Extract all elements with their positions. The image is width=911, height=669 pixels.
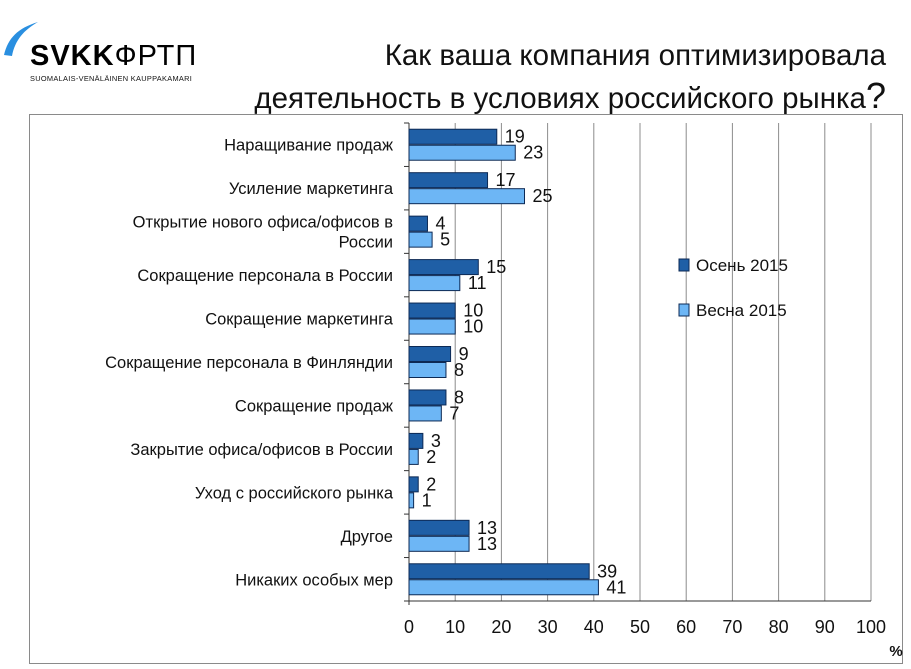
bar-value-label: 11 [468, 273, 487, 293]
bar-spring [408, 535, 470, 552]
logo: SVKKФРТП SUOMALAIS-VENÄLÄINEN KAUPPAKAMA… [0, 0, 200, 90]
bar-spring [408, 405, 442, 422]
x-tick-label: 50 [630, 617, 650, 637]
bar-autumn [408, 259, 479, 276]
x-tick-label: 40 [584, 617, 604, 637]
legend-swatch [678, 258, 690, 272]
category-label: Никаких особых мер [235, 571, 393, 589]
bar-value-label: 23 [523, 143, 543, 163]
category-label: Наращивание продаж [224, 137, 393, 155]
bar-value-label: 15 [486, 257, 506, 277]
bar-value-label: 19 [505, 127, 525, 147]
x-tick-label: 20 [491, 617, 511, 637]
bar-autumn [408, 172, 489, 189]
bar-spring [408, 318, 456, 335]
page-title: Как ваша компания оптимизировала деятель… [254, 36, 886, 119]
legend-label: Весна 2015 [696, 301, 787, 320]
bar-value-label: 9 [459, 344, 469, 364]
bar-autumn [408, 215, 428, 232]
logo-brand-cyr: ФРТП [114, 40, 198, 72]
bar-autumn [408, 476, 419, 493]
logo-swoosh-icon [4, 22, 38, 56]
bar-value-label: 25 [533, 186, 553, 206]
bar-value-label: 13 [477, 518, 497, 538]
category-label: Усиление маркетинга [229, 180, 394, 198]
bar-value-label: 3 [431, 431, 441, 451]
category-label: Сокращение персонала в России [137, 267, 393, 285]
bar-spring [408, 579, 599, 596]
bar-value-label: 13 [477, 534, 497, 554]
bar-autumn [408, 563, 590, 580]
page-title-question-mark: ? [865, 75, 886, 116]
bar-value-label: 39 [597, 561, 617, 581]
bar-autumn [408, 432, 424, 449]
bar-value-label: 7 [449, 403, 459, 423]
bar-autumn [408, 519, 470, 536]
bar-spring [408, 448, 419, 465]
bar-value-label: 2 [426, 474, 436, 494]
bar-value-label: 41 [606, 577, 626, 597]
x-tick-label: 30 [538, 617, 558, 637]
page-title-line2-text: деятельность в условиях российского рынк… [254, 82, 866, 115]
logo-tagline: SUOMALAIS-VENÄLÄINEN KAUPPAKAMARI [30, 74, 193, 83]
x-tick-label: 100 [856, 617, 886, 637]
bar-spring [408, 188, 525, 205]
bar-spring [408, 492, 415, 509]
legend-label: Осень 2015 [696, 256, 788, 275]
bar-value-label: 8 [454, 360, 464, 380]
bar-value-label: 4 [435, 214, 445, 234]
bar-value-label: 10 [463, 317, 483, 337]
bar-autumn [408, 346, 452, 362]
bar-spring [408, 362, 447, 378]
page-title-line1: Как ваша компания оптимизировала [384, 39, 886, 72]
bar-autumn [408, 389, 447, 406]
bar-value-label: 2 [426, 447, 436, 467]
x-tick-label: 90 [815, 617, 835, 637]
x-tick-label: 80 [769, 617, 789, 637]
legend-swatch [678, 303, 690, 317]
bar-spring [408, 275, 461, 292]
bar-value-label: 1 [422, 490, 432, 510]
category-label: Открытие нового офиса/офисов в [133, 214, 394, 232]
category-label: Уход с российского рынка [195, 484, 394, 502]
bar-value-label: 5 [440, 230, 450, 250]
bar-value-label: 10 [463, 301, 483, 321]
chart-frame [29, 114, 903, 664]
x-tick-label: 70 [722, 617, 742, 637]
x-tick-label: 0 [404, 617, 414, 637]
bar-spring [408, 231, 433, 248]
x-tick-label: 10 [445, 617, 465, 637]
bar-autumn [408, 128, 498, 145]
x-axis-label: % [889, 643, 902, 660]
logo-brand: SVKK [30, 40, 115, 72]
logo-wordmark: SVKKФРТП [30, 40, 197, 73]
category-label: Другое [341, 528, 393, 546]
category-label: Сокращение продаж [235, 397, 393, 415]
x-tick-label: 60 [676, 617, 696, 637]
page-title-line2: деятельность в условиях российского рынк… [254, 76, 886, 119]
bar-value-label: 8 [454, 387, 464, 407]
category-label: Сокращение персонала в Финляндии [105, 354, 393, 372]
category-label: России [339, 234, 393, 252]
bar-spring [408, 144, 516, 161]
category-label: Сокращение маркетинга [205, 311, 394, 329]
bar-value-label: 17 [496, 170, 516, 190]
category-label: Закрытие офиса/офисов в России [130, 441, 393, 459]
bar-autumn [408, 302, 456, 319]
